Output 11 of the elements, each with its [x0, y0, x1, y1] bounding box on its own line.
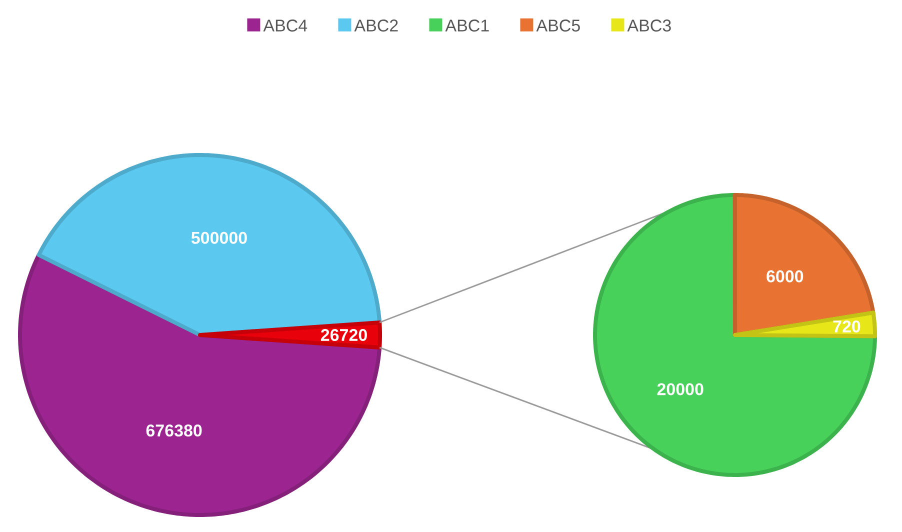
- data-label: 676380: [146, 424, 202, 437]
- data-label: 500000: [191, 232, 247, 244]
- legend-label: ABC3: [627, 20, 671, 32]
- legend-label: ABC4: [263, 20, 308, 32]
- data-label: 26720: [320, 328, 367, 342]
- legend-label: ABC5: [536, 20, 580, 32]
- data-label: 6000: [766, 270, 804, 282]
- data-label: 20000: [657, 383, 704, 396]
- data-label: 720: [833, 320, 860, 333]
- legend-label: ABC1: [445, 20, 489, 32]
- legend-label: ABC2: [354, 20, 398, 32]
